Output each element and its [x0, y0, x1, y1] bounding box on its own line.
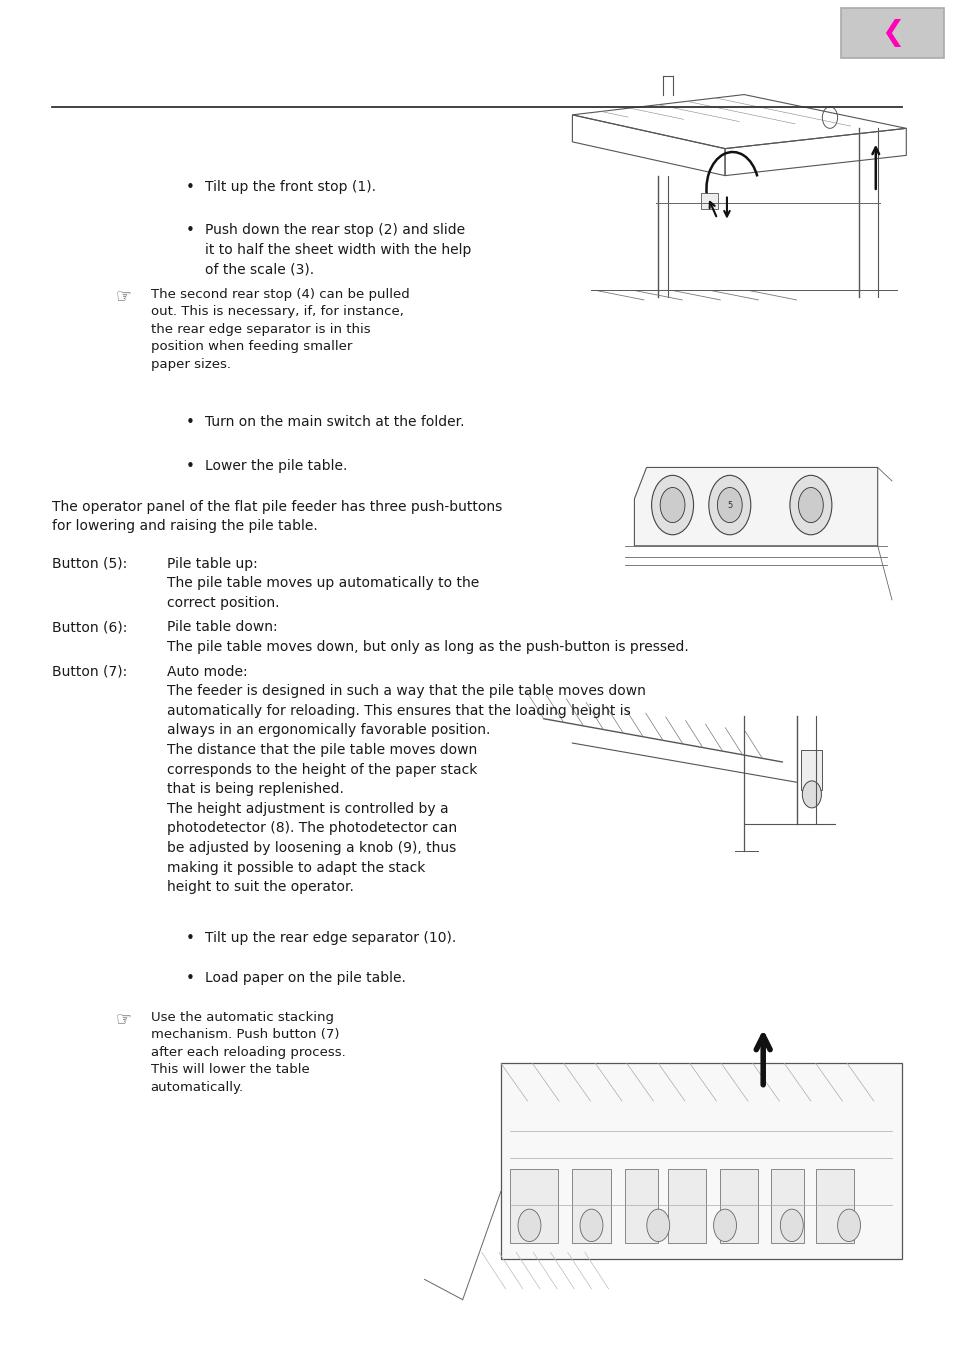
Circle shape [651, 476, 693, 535]
Circle shape [717, 488, 741, 523]
Bar [510, 1169, 558, 1243]
Text: after each reloading process.: after each reloading process. [151, 1046, 345, 1059]
Text: ☞: ☞ [116, 1011, 132, 1028]
Text: The pile table moves down, but only as long as the push-button is pressed.: The pile table moves down, but only as l… [167, 639, 688, 654]
Text: The feeder is designed in such a way that the pile table moves down: The feeder is designed in such a way tha… [167, 685, 645, 698]
Circle shape [801, 781, 821, 808]
Text: Auto mode:: Auto mode: [167, 665, 248, 678]
Text: automatically.: automatically. [151, 1081, 244, 1094]
Text: Pile table up:: Pile table up: [167, 557, 257, 570]
Circle shape [708, 476, 750, 535]
Bar [700, 193, 718, 209]
Text: ❮: ❮ [881, 19, 903, 47]
Circle shape [789, 476, 831, 535]
Polygon shape [634, 467, 877, 546]
Text: height to suit the operator.: height to suit the operator. [167, 881, 354, 894]
Text: paper sizes.: paper sizes. [151, 358, 231, 372]
Text: always in an ergonomically favorable position.: always in an ergonomically favorable pos… [167, 724, 490, 738]
Text: 5: 5 [726, 501, 732, 509]
Bar [624, 1169, 658, 1243]
Text: Pile table down:: Pile table down: [167, 620, 277, 634]
Text: ☞: ☞ [116, 288, 132, 305]
FancyBboxPatch shape [841, 8, 943, 58]
Circle shape [798, 488, 822, 523]
Text: Push down the rear stop (2) and slide: Push down the rear stop (2) and slide [205, 223, 465, 236]
Text: Lower the pile table.: Lower the pile table. [205, 459, 347, 473]
Circle shape [646, 1209, 669, 1242]
Text: This will lower the table: This will lower the table [151, 1063, 309, 1077]
Text: Button (7):: Button (7): [52, 665, 128, 678]
Bar [667, 1169, 705, 1243]
Text: Tilt up the front stop (1).: Tilt up the front stop (1). [205, 180, 375, 193]
Text: •: • [186, 971, 194, 986]
Text: automatically for reloading. This ensures that the loading height is: automatically for reloading. This ensure… [167, 704, 630, 717]
Text: of the scale (3).: of the scale (3). [205, 262, 314, 276]
Text: Tilt up the rear edge separator (10).: Tilt up the rear edge separator (10). [205, 931, 456, 944]
Bar [500, 1063, 901, 1259]
Text: Button (6):: Button (6): [52, 620, 128, 634]
Text: •: • [186, 223, 194, 238]
Circle shape [659, 488, 684, 523]
Text: that is being replenished.: that is being replenished. [167, 782, 343, 796]
Text: it to half the sheet width with the help: it to half the sheet width with the help [205, 243, 471, 257]
Text: Use the automatic stacking: Use the automatic stacking [151, 1011, 334, 1024]
Text: The operator panel of the flat pile feeder has three push-buttons: The operator panel of the flat pile feed… [52, 500, 502, 513]
Text: •: • [186, 415, 194, 430]
Text: be adjusted by loosening a knob (9), thus: be adjusted by loosening a knob (9), thu… [167, 840, 456, 855]
Bar [770, 1169, 803, 1243]
Bar [815, 1169, 853, 1243]
Text: Button (5):: Button (5): [52, 557, 128, 570]
Text: The pile table moves up automatically to the: The pile table moves up automatically to… [167, 576, 478, 590]
Text: mechanism. Push button (7): mechanism. Push button (7) [151, 1028, 339, 1042]
Text: photodetector (8). The photodetector can: photodetector (8). The photodetector can [167, 821, 456, 835]
Text: for lowering and raising the pile table.: for lowering and raising the pile table. [52, 519, 318, 534]
Circle shape [713, 1209, 736, 1242]
Text: •: • [186, 931, 194, 946]
Text: the rear edge separator is in this: the rear edge separator is in this [151, 323, 370, 336]
Circle shape [579, 1209, 602, 1242]
Circle shape [837, 1209, 860, 1242]
Text: position when feeding smaller: position when feeding smaller [151, 340, 352, 354]
Text: correct position.: correct position. [167, 596, 279, 609]
Bar [801, 750, 821, 790]
Text: making it possible to adapt the stack: making it possible to adapt the stack [167, 861, 425, 874]
Text: The height adjustment is controlled by a: The height adjustment is controlled by a [167, 802, 448, 816]
Bar [572, 1169, 610, 1243]
Circle shape [780, 1209, 802, 1242]
Text: The second rear stop (4) can be pulled: The second rear stop (4) can be pulled [151, 288, 409, 301]
Circle shape [517, 1209, 540, 1242]
Text: •: • [186, 459, 194, 474]
Text: The distance that the pile table moves down: The distance that the pile table moves d… [167, 743, 476, 757]
Text: •: • [186, 180, 194, 195]
Text: corresponds to the height of the paper stack: corresponds to the height of the paper s… [167, 762, 476, 777]
Bar [720, 1169, 758, 1243]
Text: out. This is necessary, if, for instance,: out. This is necessary, if, for instance… [151, 305, 403, 319]
Text: Load paper on the pile table.: Load paper on the pile table. [205, 971, 406, 985]
Text: Turn on the main switch at the folder.: Turn on the main switch at the folder. [205, 415, 464, 428]
